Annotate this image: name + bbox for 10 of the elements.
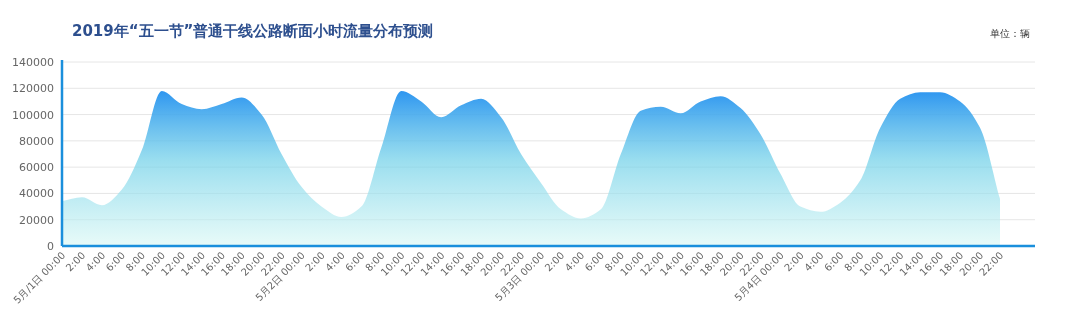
y-tick-label: 20000	[19, 213, 54, 227]
y-tick-label: 60000	[19, 161, 54, 175]
y-tick-label: 140000	[12, 56, 54, 69]
y-tick-label: 120000	[12, 82, 54, 96]
title: 2019年“五一节”普通干线公路断面小时流量分布预测	[72, 22, 434, 40]
text: 单位：辆	[990, 28, 1030, 39]
y-tick-label: 40000	[19, 187, 54, 201]
y-tick-label: 0	[47, 240, 54, 253]
y-tick-label: 80000	[19, 134, 54, 148]
y-tick-label: 100000	[12, 108, 54, 122]
